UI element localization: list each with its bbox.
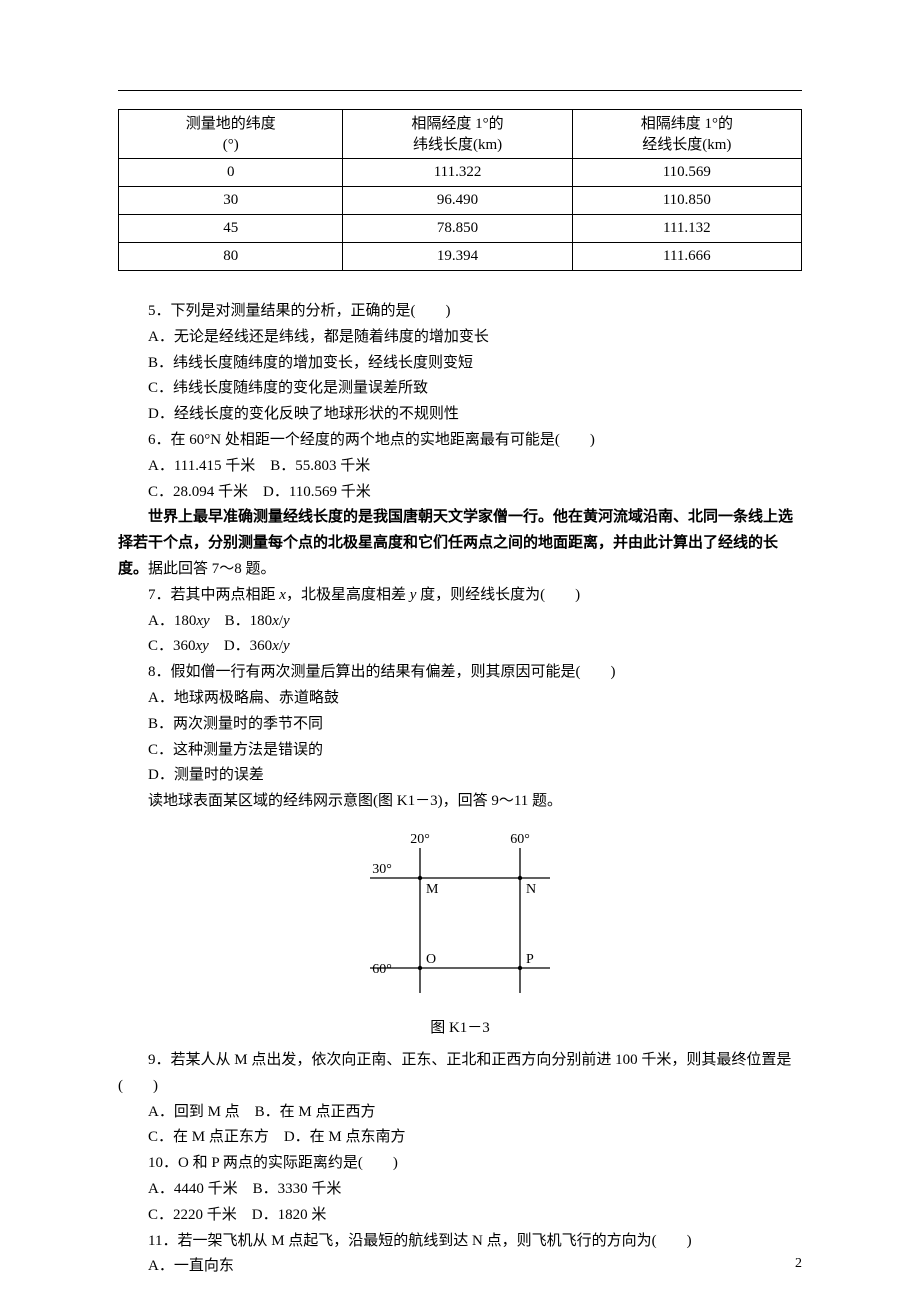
q10-optAB: A．4440 千米 B．3330 千米 <box>118 1177 802 1203</box>
cell: 96.490 <box>343 187 572 215</box>
th-lat-l2: (°) <box>223 137 239 153</box>
q8-optA: A．地球两极略扁、赤道略鼓 <box>118 686 802 712</box>
fig-caption: 图 K1－3 <box>118 1016 802 1042</box>
q7-optAB: A．180xy B．180x/y <box>118 609 802 635</box>
cell: 110.569 <box>572 159 801 187</box>
th-lat-l1: 测量地的纬度 <box>186 116 276 132</box>
table-row: 45 78.850 111.132 <box>119 215 802 243</box>
q8-optD: D．测量时的误差 <box>118 763 802 789</box>
cell: 111.666 <box>572 243 801 271</box>
measurement-table: 测量地的纬度 (°) 相隔经度 1°的 纬线长度(km) 相隔纬度 1°的 经线… <box>118 109 802 271</box>
diagram-k1-3: 20° 60° 30° 60° M N O P <box>340 823 580 1013</box>
q10-optCD: C．2220 千米 D．1820 米 <box>118 1203 802 1229</box>
q7-mid2: 度，则经线长度为( ) <box>416 587 580 603</box>
q7-stem: 7．若其中两点相距 x，北极星高度相差 y 度，则经线长度为( ) <box>118 583 802 609</box>
th-lon1deg: 相隔经度 1°的 纬线长度(km) <box>343 110 572 159</box>
q7-optCD: C．360xy D．360x/y <box>118 634 802 660</box>
q7A-xy: xy <box>196 613 209 629</box>
q6-stem: 6．在 60°N 处相距一个经度的两个地点的实地距离最有可能是( ) <box>118 428 802 454</box>
intro-paragraph: 世界上最早准确测量经线长度的是我国唐朝天文学家僧一行。他在黄河流域沿南、北同一条… <box>118 505 802 582</box>
cell: 78.850 <box>343 215 572 243</box>
diagram-svg: 20° 60° 30° 60° M N O P <box>340 823 580 1003</box>
q9-stem: 9．若某人从 M 点出发，依次向正南、正东、正北和正西方向分别前进 100 千米… <box>118 1048 802 1100</box>
cell: 0 <box>119 159 343 187</box>
table-row: 80 19.394 111.666 <box>119 243 802 271</box>
lbl-O: O <box>426 952 436 967</box>
q7A-pref: A．180 <box>148 613 196 629</box>
lbl-lon-right: 60° <box>510 832 530 847</box>
q7-mid1: ，北极星高度相差 <box>286 587 410 603</box>
cell: 111.132 <box>572 215 801 243</box>
q7C-xy: xy <box>196 638 209 654</box>
q8-stem: 8．假如僧一行有两次测量后算出的结果有偏差，则其原因可能是( ) <box>118 660 802 686</box>
q5-optA: A．无论是经线还是纬线，都是随着纬度的增加变长 <box>118 325 802 351</box>
q7D-x: x <box>272 638 279 654</box>
q8-optB: B．两次测量时的季节不同 <box>118 712 802 738</box>
q7D-gap: D．360 <box>209 638 272 654</box>
table-header-row: 测量地的纬度 (°) 相隔经度 1°的 纬线长度(km) 相隔纬度 1°的 经线… <box>119 110 802 159</box>
cell: 45 <box>119 215 343 243</box>
th-lon-l2: 纬线长度(km) <box>413 137 502 153</box>
q6-optCD: C．28.094 千米 D．110.569 千米 <box>118 480 802 506</box>
q7-pre: 7．若其中两点相距 <box>148 587 279 603</box>
th-lat1-l2: 经线长度(km) <box>642 137 731 153</box>
lbl-P: P <box>526 952 534 967</box>
q9-optAB: A．回到 M 点 B．在 M 点正西方 <box>118 1100 802 1126</box>
cell: 80 <box>119 243 343 271</box>
th-lat1deg: 相隔纬度 1°的 经线长度(km) <box>572 110 801 159</box>
q5-optD: D．经线长度的变化反映了地球形状的不规则性 <box>118 402 802 428</box>
cell: 19.394 <box>343 243 572 271</box>
q7C-pref: C．360 <box>148 638 196 654</box>
intro-tail: 据此回答 7～8 题。 <box>148 561 276 577</box>
q10-stem: 10．O 和 P 两点的实际距离约是( ) <box>118 1151 802 1177</box>
page-number: 2 <box>795 1252 802 1276</box>
q11-optA: A．一直向东 <box>118 1254 802 1280</box>
q5-optC: C．纬线长度随纬度的变化是测量误差所致 <box>118 376 802 402</box>
lbl-lat-top: 30° <box>372 862 392 877</box>
lbl-lon-left: 20° <box>410 832 430 847</box>
q6-optAB: A．111.415 千米 B．55.803 千米 <box>118 454 802 480</box>
cell: 30 <box>119 187 343 215</box>
lbl-lat-bottom: 60° <box>372 962 392 977</box>
q11-stem: 11．若一架飞机从 M 点起飞，沿最短的航线到达 N 点，则飞机飞行的方向为( … <box>118 1229 802 1255</box>
lbl-M: M <box>426 882 439 897</box>
q7-x: x <box>279 587 286 603</box>
th-latitude: 测量地的纬度 (°) <box>119 110 343 159</box>
readfig-line: 读地球表面某区域的经纬网示意图(图 K1－3)，回答 9～11 题。 <box>118 789 802 815</box>
q8-optC: C．这种测量方法是错误的 <box>118 738 802 764</box>
lbl-N: N <box>526 882 536 897</box>
q5-stem: 5．下列是对测量结果的分析，正确的是( ) <box>118 299 802 325</box>
q5-optB: B．纬线长度随纬度的增加变长，经线长度则变短 <box>118 351 802 377</box>
table-row: 30 96.490 110.850 <box>119 187 802 215</box>
th-lat1-l1: 相隔纬度 1°的 <box>641 116 733 132</box>
cell: 110.850 <box>572 187 801 215</box>
table-row: 0 111.322 110.569 <box>119 159 802 187</box>
q7B-gap: B．180 <box>210 613 273 629</box>
top-rule <box>118 90 802 91</box>
th-lon-l1: 相隔经度 1°的 <box>411 116 503 132</box>
q7B-x: x <box>272 613 279 629</box>
q7B-y: y <box>283 613 290 629</box>
q7D-y: y <box>283 638 290 654</box>
cell: 111.322 <box>343 159 572 187</box>
q9-optCD: C．在 M 点正东方 D．在 M 点东南方 <box>118 1125 802 1151</box>
